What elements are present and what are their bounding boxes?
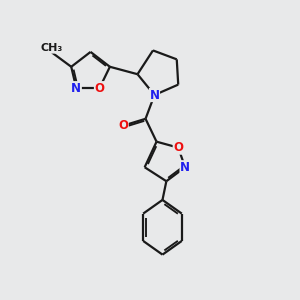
Text: N: N — [149, 88, 160, 101]
Text: O: O — [173, 141, 183, 154]
Text: O: O — [94, 82, 104, 95]
Text: N: N — [71, 82, 81, 95]
Text: N: N — [180, 161, 190, 174]
Text: CH₃: CH₃ — [41, 43, 63, 53]
Text: O: O — [118, 119, 128, 132]
